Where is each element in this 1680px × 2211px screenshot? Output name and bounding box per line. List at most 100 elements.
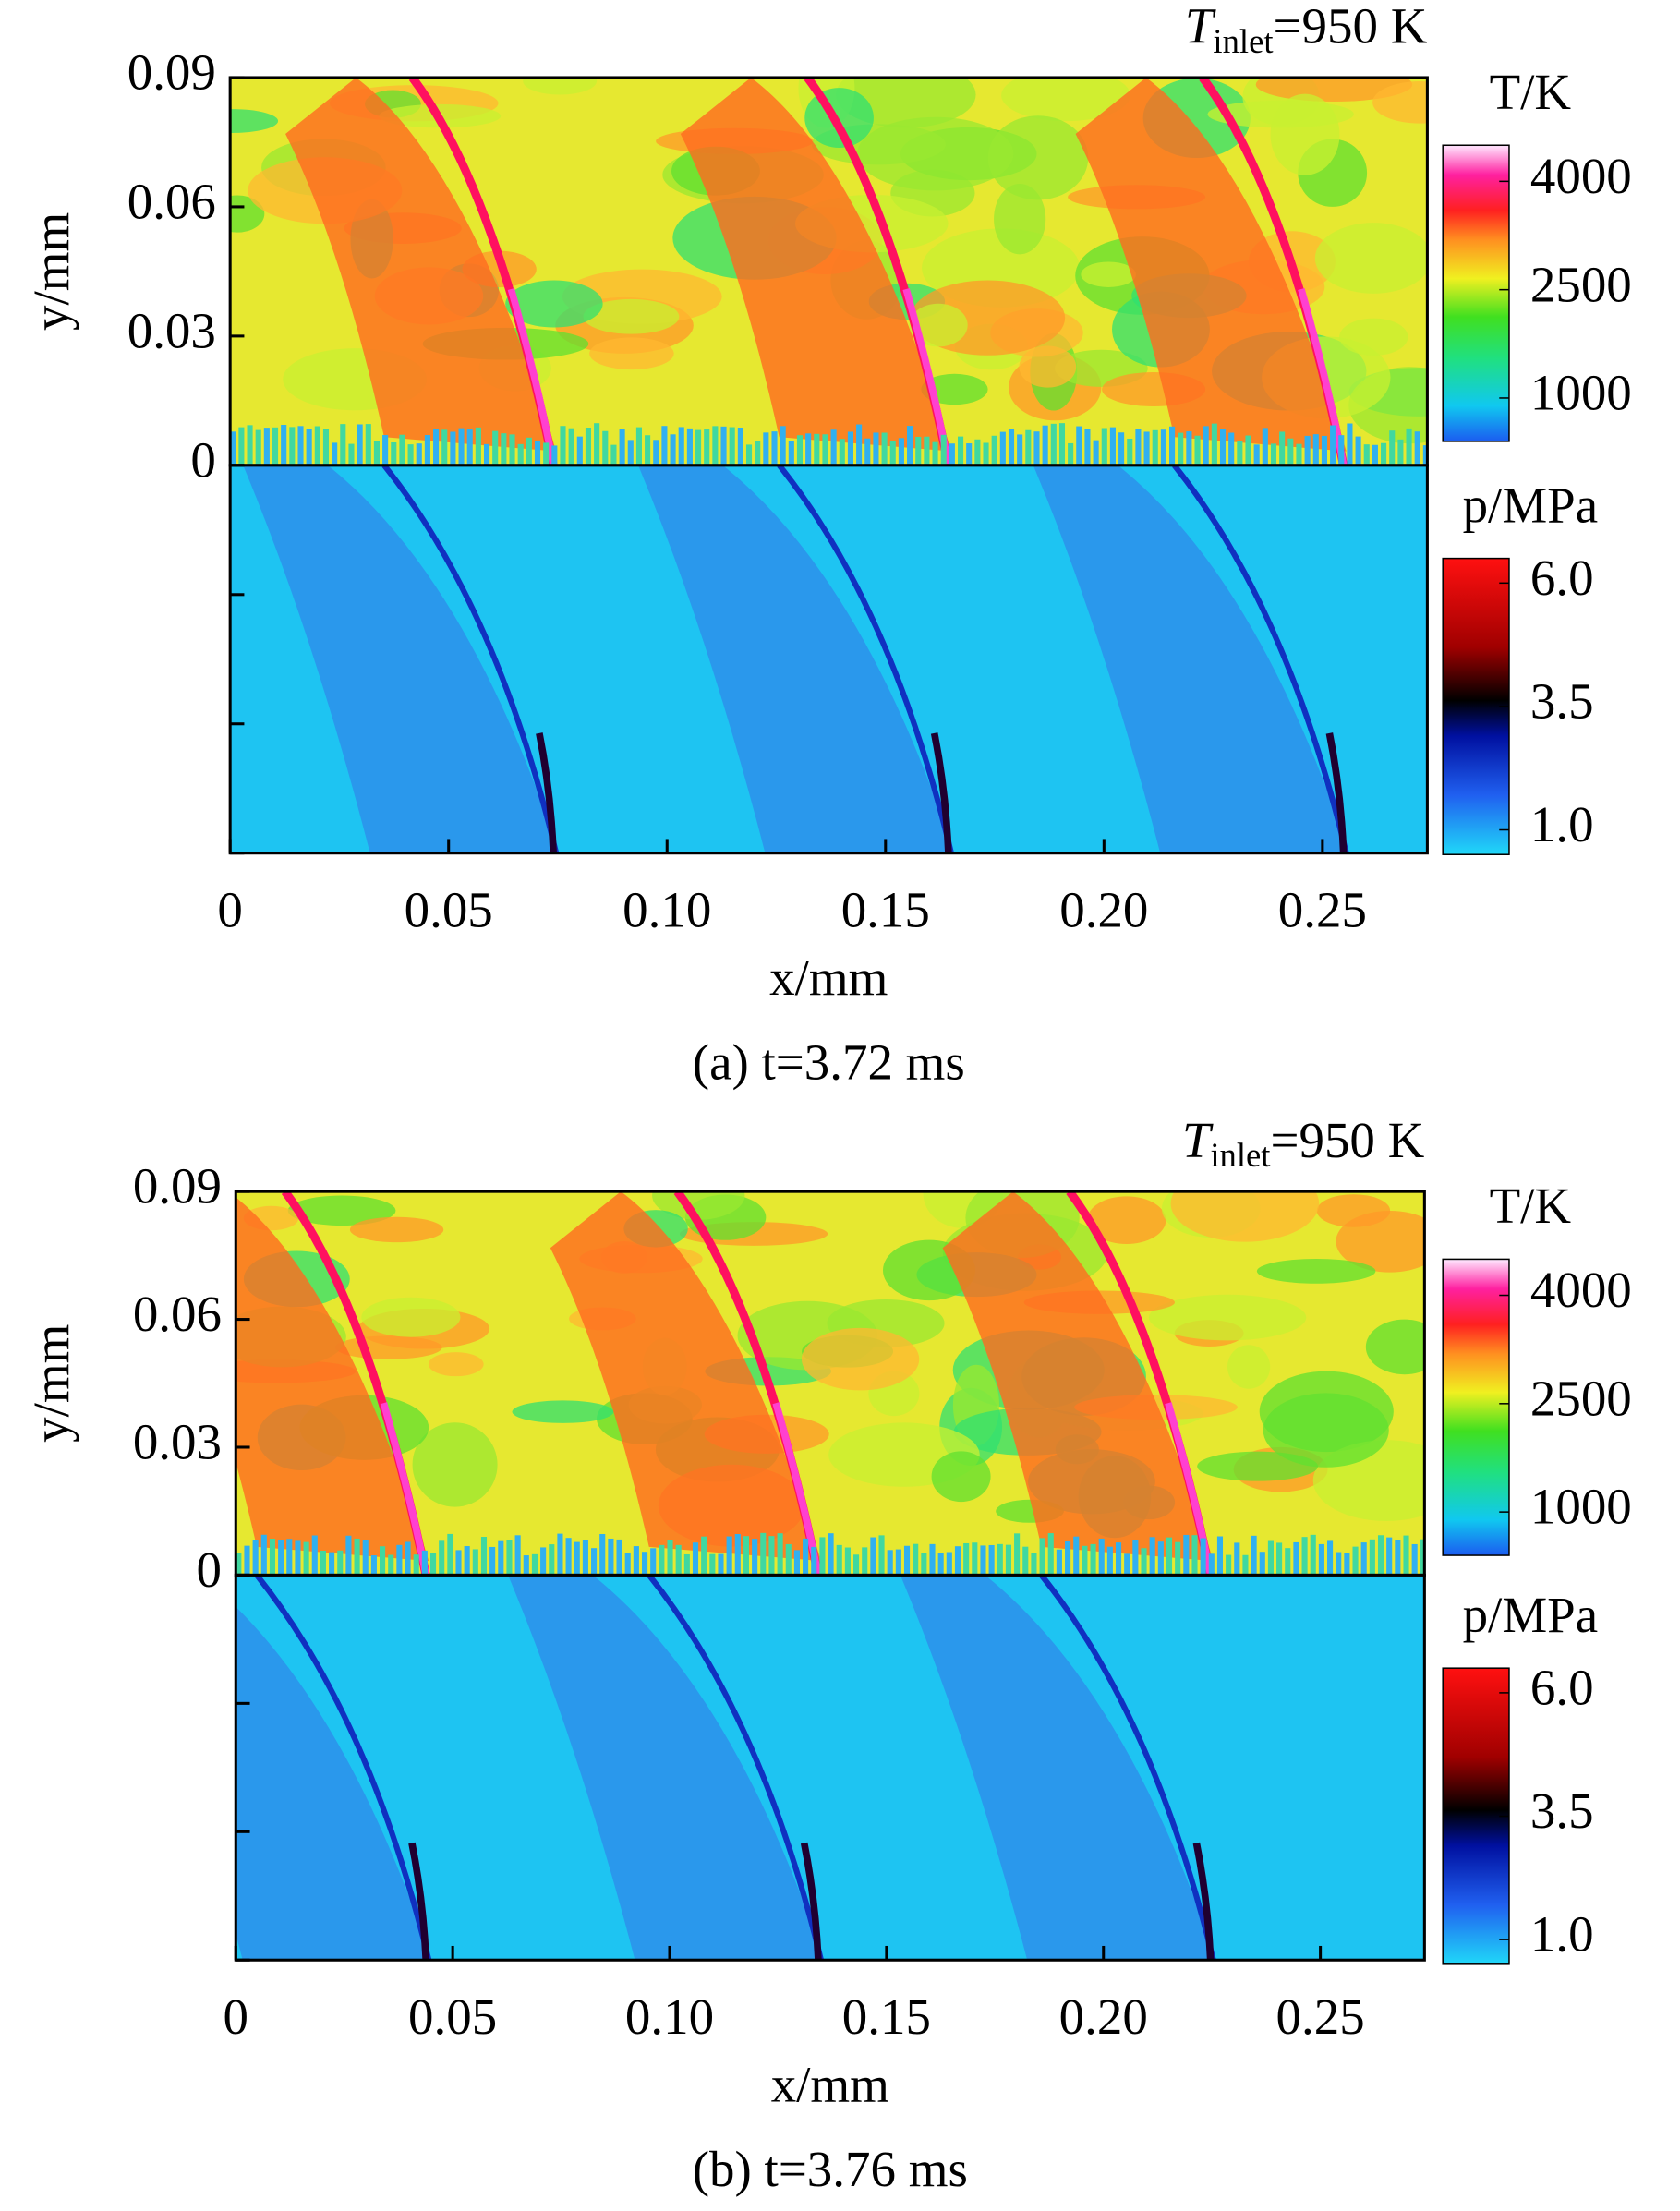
field-patch: [987, 115, 1089, 200]
wall-layer: [729, 427, 735, 465]
wall-layer: [661, 426, 668, 465]
wall-layer: [399, 434, 405, 465]
field-patch: [1197, 1451, 1319, 1481]
wall-layer: [980, 1545, 986, 1576]
wall-layer: [633, 1546, 639, 1576]
colorbar: [1442, 1258, 1510, 1556]
wall-layer: [675, 1544, 682, 1576]
wall-layer: [362, 1540, 369, 1576]
wall-layer: [635, 427, 642, 465]
compressed-region: [900, 1575, 1216, 1961]
wall-layer: [627, 440, 634, 465]
wall-layer: [1318, 1543, 1324, 1576]
wall-layer: [238, 427, 245, 465]
compressed-region: [1033, 465, 1349, 853]
wall-layer: [1017, 434, 1023, 465]
y-tick-label: 0: [197, 1541, 222, 1598]
wall-layer: [1304, 435, 1311, 465]
panel: 0 0.05 0.10 0.15 0.20 0.25 0 0.03 0.06 0.09 x/mm y/…: [23, 0, 1632, 1090]
wall-layer: [543, 442, 550, 465]
wall-layer: [1352, 1546, 1359, 1576]
field-patch: [1081, 261, 1136, 287]
y-tick-label: 0.06: [127, 174, 216, 230]
wall-layer: [1039, 1538, 1045, 1576]
wall-layer: [667, 1540, 673, 1576]
wall-layer: [582, 1540, 588, 1576]
wall-layer: [1208, 1553, 1215, 1576]
wall-layer: [887, 1550, 893, 1576]
colorbar-label: T/K: [1490, 64, 1572, 120]
compressed-region: [638, 465, 955, 853]
x-tick-label: 0: [217, 881, 242, 937]
colorbar-tick-label: 4000: [1530, 148, 1632, 204]
field-patch: [428, 1352, 484, 1377]
wall-layer: [549, 1544, 555, 1576]
wall-layer: [903, 1545, 911, 1576]
wall-layer: [997, 1543, 1003, 1576]
wall-layer: [972, 1542, 978, 1576]
wall-layer: [357, 424, 363, 465]
colorbar-tick-label: 1000: [1530, 365, 1632, 421]
wall-layer: [1245, 435, 1251, 465]
wall-layer: [1175, 1541, 1181, 1576]
x-axis-label: x/mm: [769, 949, 888, 1006]
wall-layer: [608, 1538, 614, 1576]
wall-layer: [937, 1553, 944, 1576]
wall-layer: [878, 1535, 885, 1576]
x-tick-label: 0.05: [405, 881, 493, 937]
wall-layer: [1157, 1541, 1164, 1576]
wall-layer: [1073, 1536, 1080, 1576]
y-tick-label: 0.03: [127, 302, 216, 358]
burned-region: [942, 1191, 1214, 1562]
wall-layer: [755, 441, 761, 465]
wall-layer: [1022, 1546, 1029, 1576]
field-patch: [1148, 1294, 1307, 1341]
wall-layer: [839, 439, 845, 465]
wall-layer: [416, 443, 422, 465]
y-axis-label: y/mm: [23, 212, 79, 331]
shock-core: [1192, 1842, 1215, 1961]
field-patch: [523, 77, 598, 95]
wall-layer: [963, 1542, 970, 1576]
wall-layer: [650, 1548, 657, 1576]
field-patch: [1227, 1345, 1271, 1389]
wall-layer: [1293, 1541, 1299, 1576]
wall-layer: [780, 426, 786, 465]
compressed-region: [243, 465, 560, 853]
wall-layer: [929, 1543, 936, 1576]
wall-layer: [405, 1541, 411, 1576]
wall-layer: [289, 427, 296, 465]
x-tick-label: 0: [224, 1988, 248, 2045]
colorbar: [1442, 557, 1510, 855]
wall-layer: [695, 429, 702, 465]
wall-layer: [1065, 1541, 1071, 1576]
wall-layer: [819, 1537, 826, 1576]
wall-layer: [322, 429, 330, 465]
colorbar: [1442, 144, 1510, 442]
wall-layer: [1008, 429, 1015, 465]
wall-layer: [1166, 1537, 1173, 1576]
field-patch: [230, 109, 279, 133]
wall-layer: [743, 1536, 750, 1576]
annotation-symbol: T: [1182, 1111, 1214, 1167]
x-tick-label: 0.25: [1276, 1988, 1365, 2045]
wall-layer: [924, 436, 930, 465]
shock-core: [536, 732, 557, 853]
wall-layer: [574, 1541, 580, 1576]
wall-layer: [1031, 1553, 1037, 1576]
wall-layer: [540, 1547, 547, 1576]
wall-layer: [734, 1533, 741, 1576]
wall-layer: [1118, 432, 1125, 465]
wall-layer: [1270, 443, 1277, 465]
wall-layer: [1211, 423, 1217, 465]
wall-layer: [483, 443, 490, 465]
wall-layer: [1143, 431, 1150, 465]
shock: [381, 465, 560, 853]
wall-layer: [1414, 431, 1420, 465]
field-patch: [1087, 1196, 1166, 1244]
wall-layer: [466, 429, 473, 465]
wall-layer: [811, 1546, 817, 1576]
wall-layer: [295, 1540, 301, 1576]
wall-layer: [678, 427, 684, 465]
y-tick-label: 0.06: [133, 1286, 222, 1342]
